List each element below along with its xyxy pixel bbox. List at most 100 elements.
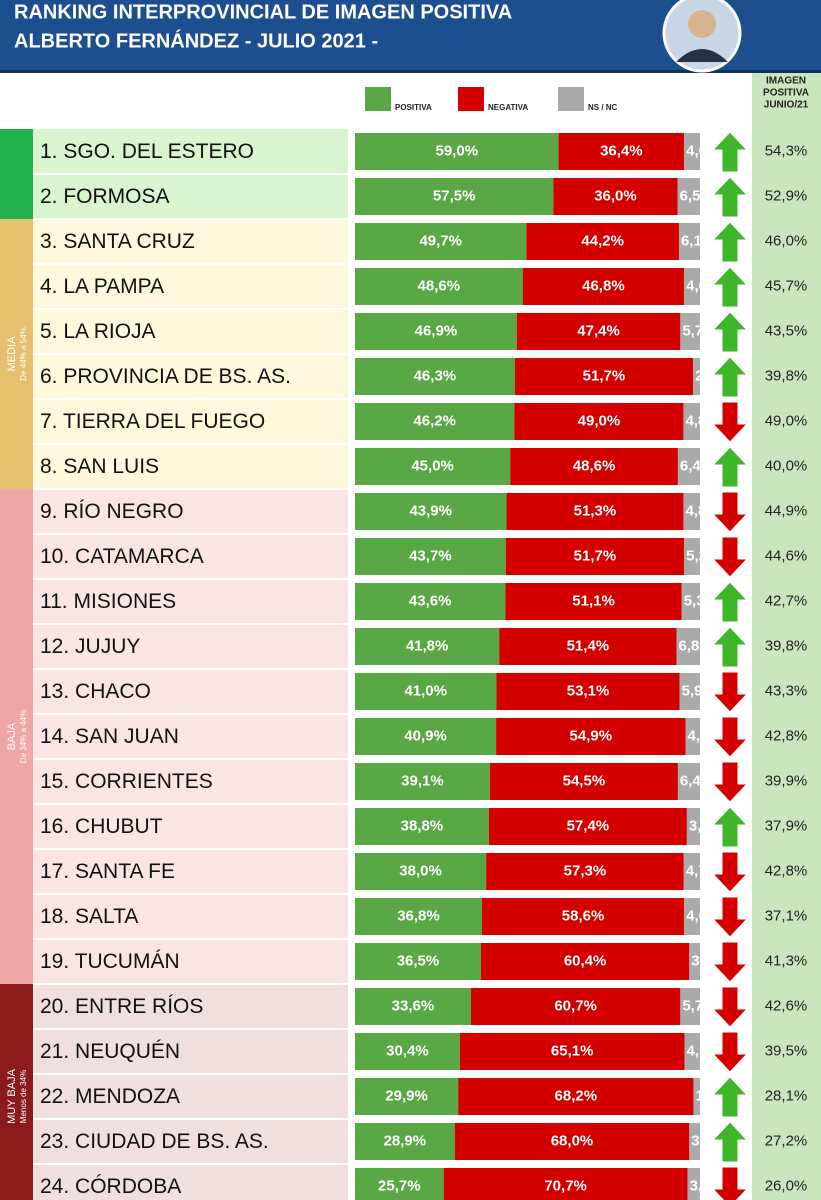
bar-value-label: 5,7% — [682, 322, 716, 339]
bar-value-label: 4,6% — [686, 142, 720, 159]
arrow-up — [711, 131, 749, 173]
bar-value-label: 36,8% — [397, 907, 440, 924]
bar-segment — [677, 178, 700, 215]
bar-segment — [355, 403, 515, 440]
bar-value-label: 36,4% — [600, 142, 643, 159]
legend-swatch — [558, 87, 584, 111]
bar-segment — [558, 133, 685, 170]
previous-value-label: 42,6% — [765, 997, 808, 1014]
bar-value-label: 5,3% — [684, 592, 718, 609]
bar-value-label: 39,1% — [401, 772, 444, 789]
arrow-down — [711, 716, 749, 758]
bar-value-label: 4,6% — [686, 907, 720, 924]
bar-segment — [355, 493, 507, 530]
group-sublabel: De 44% a 54% — [19, 327, 28, 380]
arrow-down — [711, 1166, 749, 1200]
previous-value-label: 37,9% — [765, 817, 808, 834]
bar-segment — [355, 133, 559, 170]
province-label: 21. NEUQUÉN — [40, 1040, 180, 1063]
bar-value-label: 51,7% — [583, 367, 626, 384]
previous-value-label: 46,0% — [765, 232, 808, 249]
portrait-body — [676, 49, 728, 62]
arrow-down — [711, 401, 749, 443]
province-label: 17. SANTA FE — [40, 860, 175, 883]
bar-value-label: 57,3% — [564, 862, 607, 879]
bar-value-label: 49,7% — [419, 232, 462, 249]
previous-value-label: 49,0% — [765, 412, 808, 429]
bar-segment — [355, 448, 511, 485]
previous-value-label: 43,5% — [765, 322, 808, 339]
province-label: 10. CATAMARCA — [40, 545, 204, 568]
previous-value-label: 54,3% — [765, 142, 808, 159]
bar-value-label: 25,7% — [378, 1177, 421, 1194]
bar-segment — [470, 988, 681, 1025]
bar-segment — [684, 538, 700, 575]
bar-segment — [486, 853, 684, 890]
arrow-up — [711, 356, 749, 398]
legend-label: POSITIVA — [395, 103, 432, 112]
arrow-up — [711, 806, 749, 848]
bar-segment — [355, 1168, 444, 1200]
arrow-up — [711, 221, 749, 263]
bar-value-label: 4,8% — [685, 412, 719, 429]
province-label: 1. SGO. DEL ESTERO — [40, 140, 254, 163]
column-header: IMAGEN — [766, 76, 806, 87]
previous-value-label: 26,0% — [765, 1177, 808, 1194]
group-label: BAJA — [6, 722, 18, 750]
province-label: 13. CHACO — [40, 680, 151, 703]
group-bg — [33, 489, 348, 984]
bar-segment — [680, 313, 700, 350]
bar-segment — [458, 1078, 694, 1115]
bar-segment — [355, 853, 487, 890]
arrow-down — [711, 941, 749, 983]
bar-value-label: 43,9% — [409, 502, 452, 519]
bar-segment — [355, 1033, 460, 1070]
bar-segment — [683, 853, 700, 890]
group-sublabel: De 34% a 44% — [19, 710, 28, 763]
bar-segment — [499, 628, 677, 665]
bar-value-label: 3,6% — [690, 1177, 724, 1194]
bar-segment — [684, 133, 700, 170]
arrow-down — [711, 896, 749, 938]
bar-value-label: 4,2% — [688, 727, 722, 744]
bar-segment — [355, 988, 471, 1025]
bar-segment — [683, 493, 700, 530]
bar-segment — [526, 223, 679, 260]
province-label: 7. TIERRA DEL FUEGO — [40, 410, 265, 433]
group-sublabel: Menos de 34% — [19, 1070, 28, 1123]
bar-value-label: 5,2% — [686, 547, 720, 564]
bar-segment — [459, 1033, 685, 1070]
bar-value-label: 2,0% — [695, 367, 729, 384]
bar-segment — [481, 898, 685, 935]
bar-value-label: 6,4% — [680, 772, 714, 789]
bar-value-label: 48,6% — [418, 277, 461, 294]
bar-segment — [355, 763, 490, 800]
bar-segment — [680, 988, 700, 1025]
previous-value-label: 42,8% — [765, 862, 808, 879]
bar-value-label: 46,3% — [414, 367, 457, 384]
bar-segment — [678, 223, 700, 260]
column-header: JUNIO/21 — [764, 100, 809, 111]
arrow-down — [711, 761, 749, 803]
column-header: POSITIVA — [763, 88, 809, 99]
province-label: 12. JUJUY — [40, 635, 140, 658]
bar-value-label: 36,0% — [594, 187, 637, 204]
bar-value-label: 48,6% — [573, 457, 616, 474]
bar-segment — [355, 313, 517, 350]
bar-value-label: 6,5% — [680, 187, 714, 204]
bar-segment — [693, 1078, 700, 1115]
bar-value-label: 6,8% — [679, 637, 713, 654]
bar-value-label: 4,8% — [685, 502, 719, 519]
arrow-down — [711, 1031, 749, 1073]
arrow-up — [711, 581, 749, 623]
bar-segment — [677, 763, 700, 800]
bar-value-label: 51,4% — [567, 637, 610, 654]
arrow-up — [711, 311, 749, 353]
bar-segment — [693, 358, 700, 395]
bar-segment — [685, 718, 700, 755]
bar-segment — [505, 538, 685, 575]
arrow-up — [711, 626, 749, 668]
bar-segment — [355, 898, 482, 935]
bar-value-label: 53,1% — [567, 682, 610, 699]
